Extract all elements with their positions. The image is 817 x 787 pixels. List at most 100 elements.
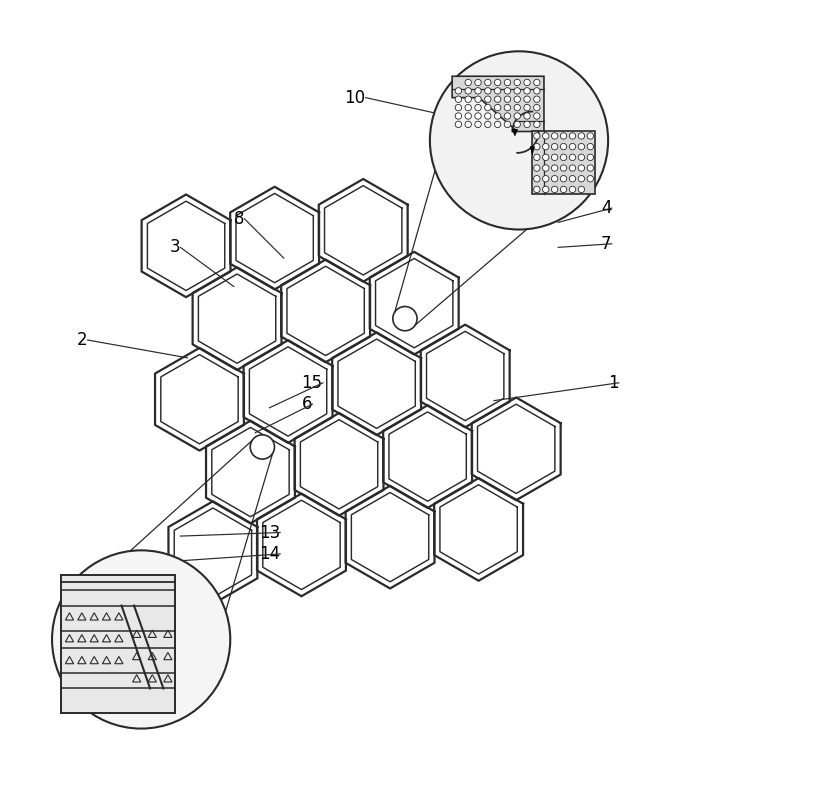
Circle shape [542,164,549,172]
Circle shape [524,121,530,127]
Circle shape [524,79,530,86]
Circle shape [465,96,471,102]
Circle shape [542,143,549,150]
Circle shape [578,143,585,150]
Polygon shape [141,194,230,297]
Circle shape [455,121,462,127]
Circle shape [587,143,593,150]
Circle shape [542,176,549,182]
Polygon shape [421,325,510,427]
Text: 7: 7 [601,235,611,253]
Circle shape [484,121,491,127]
Text: 3: 3 [170,238,181,257]
Circle shape [494,105,501,111]
Circle shape [455,105,462,111]
Circle shape [534,87,540,94]
Circle shape [514,113,520,119]
Circle shape [569,164,576,172]
Circle shape [569,143,576,150]
Text: 14: 14 [259,545,280,563]
Circle shape [514,105,520,111]
Circle shape [551,154,558,161]
Text: 1: 1 [608,374,618,392]
Circle shape [569,176,576,182]
Polygon shape [230,187,319,290]
Circle shape [52,550,230,729]
Text: 2: 2 [77,331,87,349]
Circle shape [475,105,481,111]
Circle shape [534,154,540,161]
Circle shape [560,187,567,193]
Circle shape [569,133,576,139]
Circle shape [587,164,593,172]
Circle shape [465,121,471,127]
Circle shape [475,96,481,102]
Circle shape [430,51,608,230]
Polygon shape [434,478,523,581]
Text: 5: 5 [176,666,187,684]
Circle shape [578,133,585,139]
Circle shape [578,164,585,172]
Circle shape [534,133,540,139]
Circle shape [524,96,530,102]
Circle shape [494,87,501,94]
Circle shape [484,105,491,111]
Circle shape [484,113,491,119]
Polygon shape [193,268,282,370]
Text: 6: 6 [301,395,312,413]
Circle shape [465,87,471,94]
Polygon shape [452,76,544,131]
Circle shape [560,164,567,172]
Circle shape [542,154,549,161]
Circle shape [494,79,501,86]
Circle shape [542,133,549,139]
Polygon shape [511,129,518,136]
Circle shape [514,96,520,102]
Polygon shape [155,348,244,451]
Circle shape [560,143,567,150]
Circle shape [484,87,491,94]
Circle shape [534,79,540,86]
Circle shape [551,164,558,172]
Circle shape [524,105,530,111]
Circle shape [587,176,593,182]
Circle shape [475,113,481,119]
Circle shape [465,79,471,86]
Circle shape [475,79,481,86]
Polygon shape [471,397,560,501]
Circle shape [455,87,462,94]
Circle shape [504,79,511,86]
Polygon shape [168,501,257,604]
Circle shape [504,87,511,94]
Circle shape [524,113,530,119]
Circle shape [475,121,481,127]
Circle shape [514,121,520,127]
Circle shape [569,187,576,193]
Polygon shape [530,146,534,155]
Circle shape [534,121,540,127]
Circle shape [534,105,540,111]
Circle shape [494,121,501,127]
Circle shape [524,87,530,94]
Polygon shape [257,493,346,597]
Circle shape [393,306,417,331]
Circle shape [534,176,540,182]
Polygon shape [243,340,333,443]
Polygon shape [533,131,595,194]
Polygon shape [206,421,295,523]
Circle shape [560,154,567,161]
Circle shape [578,187,585,193]
Circle shape [578,154,585,161]
Text: 15: 15 [301,374,323,392]
Circle shape [465,105,471,111]
Text: 8: 8 [234,210,244,227]
Circle shape [569,154,576,161]
Circle shape [534,113,540,119]
Circle shape [534,187,540,193]
Circle shape [542,187,549,193]
Circle shape [475,87,481,94]
Circle shape [504,113,511,119]
Polygon shape [346,486,435,589]
Circle shape [484,79,491,86]
Polygon shape [370,252,458,354]
